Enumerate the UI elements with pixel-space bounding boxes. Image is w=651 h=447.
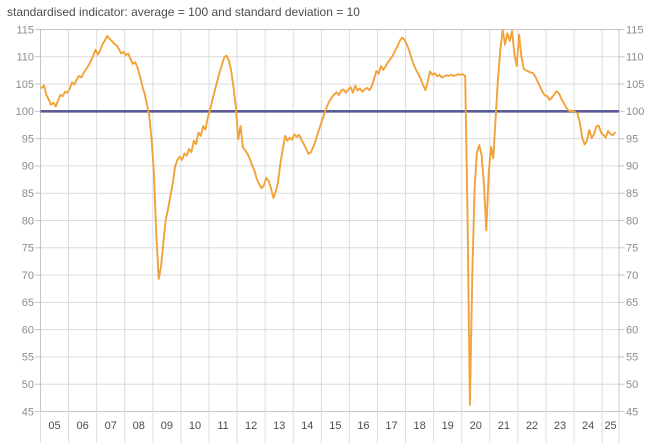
y-axis-tick-label-left: 80 [22, 215, 34, 227]
y-axis-tick-label-right: 70 [626, 270, 638, 282]
y-axis-tick-label-right: 90 [626, 161, 638, 173]
y-axis-tick-label-right: 80 [626, 215, 638, 227]
y-axis-tick-label-right: 85 [626, 188, 638, 200]
y-axis-tick-label-right: 75 [626, 243, 638, 255]
y-axis-tick-label-right: 50 [626, 379, 638, 391]
x-axis-tick-label: 06 [76, 420, 88, 432]
y-axis-tick-label-left: 45 [22, 406, 34, 418]
x-axis-tick-label: 24 [582, 420, 594, 432]
y-axis-tick-label-left: 90 [22, 161, 34, 173]
x-axis-tick-label: 14 [301, 420, 313, 432]
y-axis-tick-label-left: 75 [22, 243, 34, 255]
x-axis-tick-label: 16 [357, 420, 369, 432]
y-axis-tick-label-left: 100 [16, 106, 34, 118]
x-axis-tick-label: 17 [385, 420, 397, 432]
x-axis-tick-label: 07 [105, 420, 117, 432]
y-axis-tick-label-right: 55 [626, 352, 638, 364]
x-axis-tick-label: 05 [48, 420, 60, 432]
x-axis-tick-label: 15 [329, 420, 341, 432]
y-axis-tick-label-left: 105 [16, 79, 34, 91]
x-axis-tick-label: 21 [498, 420, 510, 432]
y-axis-tick-label-right: 105 [626, 79, 644, 91]
grid-layer [35, 29, 625, 443]
y-axis-tick-label-right: 60 [626, 324, 638, 336]
x-axis-tick-label: 25 [604, 420, 616, 432]
y-axis-tick-label-right: 65 [626, 297, 638, 309]
line-layer [40, 29, 619, 406]
y-axis-tick-label-right: 95 [626, 133, 638, 145]
y-axis-tick-label-left: 55 [22, 352, 34, 364]
indicator-line [40, 29, 616, 406]
x-axis-tick-label: 20 [470, 420, 482, 432]
y-axis-tick-label-left: 65 [22, 297, 34, 309]
x-axis-tick-label: 08 [133, 420, 145, 432]
x-axis-tick-label: 23 [554, 420, 566, 432]
y-axis-tick-label-left: 115 [16, 24, 34, 36]
y-axis-tick-label-left: 110 [16, 52, 34, 64]
x-axis-tick-label: 19 [442, 420, 454, 432]
y-axis-tick-label-left: 60 [22, 324, 34, 336]
y-axis-tick-label-left: 85 [22, 188, 34, 200]
x-axis-tick-label: 18 [413, 420, 425, 432]
y-axis-tick-label-left: 50 [22, 379, 34, 391]
x-axis-tick-label: 11 [217, 420, 228, 432]
x-axis-tick-label: 12 [245, 420, 257, 432]
x-axis-tick-label: 13 [273, 420, 285, 432]
chart-title: standardised indicator: average = 100 an… [7, 5, 360, 19]
y-axis-tick-label-left: 95 [22, 133, 34, 145]
axis-label-layer: 45 45 50 50 55 55 60 60 65 65 70 70 75 75 80 80 85 85 90 90… [16, 24, 645, 432]
x-axis-tick-label: 10 [189, 420, 201, 432]
y-axis-tick-label-left: 70 [22, 270, 34, 282]
y-axis-tick-label-right: 45 [626, 406, 638, 418]
y-axis-tick-label-right: 110 [626, 52, 644, 64]
y-axis-tick-label-right: 100 [626, 106, 644, 118]
x-axis-tick-label: 22 [526, 420, 538, 432]
x-axis-tick-label: 09 [161, 420, 173, 432]
y-axis-tick-label-right: 115 [626, 24, 644, 36]
